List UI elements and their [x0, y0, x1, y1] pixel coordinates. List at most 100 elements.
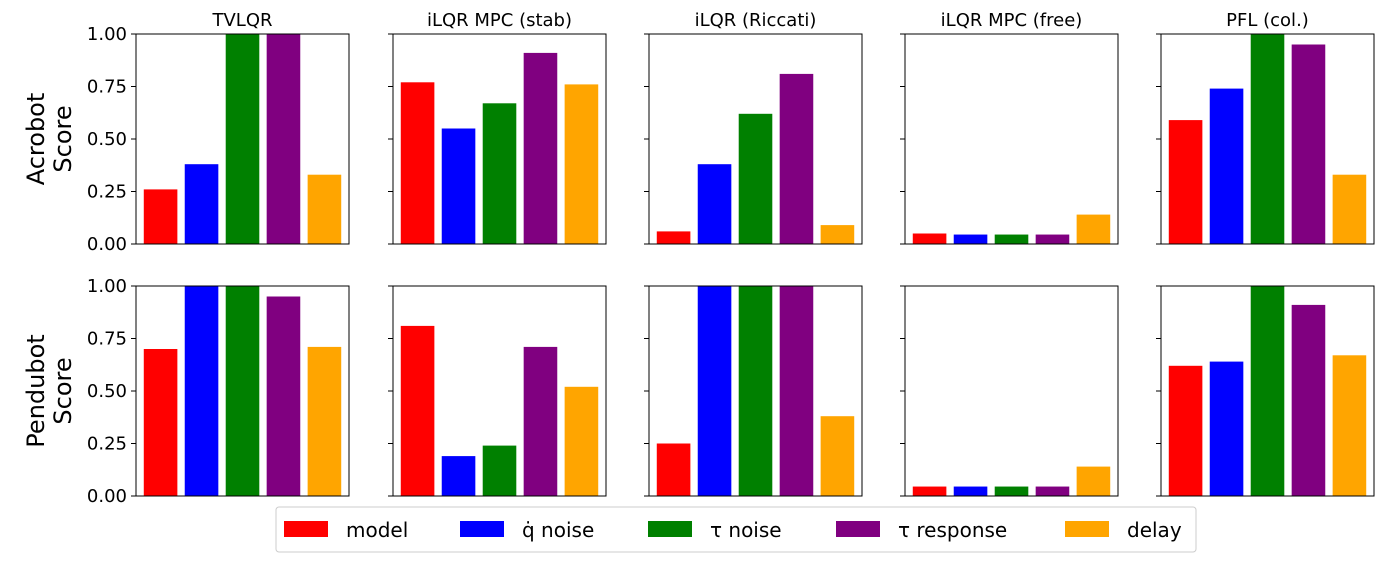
- bar-qdot: [1209, 88, 1244, 244]
- bar-tau_resp: [1035, 234, 1070, 244]
- bar-qdot: [1209, 361, 1244, 496]
- bar-model: [912, 233, 947, 244]
- legend-entry-qdot: q̇ noise: [460, 518, 594, 542]
- y-tick-label: 1.00: [87, 24, 127, 45]
- panel-0-0: 0.00 0.25 0.50 0.75 1.00 TVLQR: [87, 10, 350, 255]
- bar-tau_noise: [482, 103, 517, 244]
- legend-label: model: [346, 518, 408, 542]
- bar-tau_noise: [1250, 34, 1285, 244]
- legend-swatch: [836, 521, 880, 537]
- bar-qdot: [697, 164, 732, 244]
- bar-delay: [1076, 214, 1111, 244]
- legend-label: τ noise: [710, 518, 782, 542]
- panel-title: iLQR MPC (stab): [427, 10, 572, 31]
- bar-tau_noise: [225, 286, 260, 496]
- bar-model: [1168, 120, 1203, 244]
- row-label-line1: Pendubot: [22, 334, 50, 447]
- panel-0-3: iLQR MPC (free): [900, 10, 1119, 245]
- bar-tau_resp: [1291, 304, 1326, 496]
- bar-model: [912, 486, 947, 496]
- row-label: Pendubot Score: [22, 334, 77, 447]
- bar-tau_noise: [482, 445, 517, 496]
- bar-model: [400, 82, 435, 244]
- bar-delay: [1076, 466, 1111, 496]
- legend-entry-delay: delay: [1065, 518, 1182, 542]
- y-tick-label: 0.50: [87, 129, 127, 150]
- bar-model: [143, 349, 178, 496]
- legend: model q̇ noise τ noise τ response delay: [275, 506, 1197, 553]
- bar-model: [1168, 365, 1203, 496]
- bar-tau_noise: [225, 34, 260, 244]
- y-tick-label: 0.25: [87, 182, 127, 203]
- bar-model: [656, 231, 691, 244]
- bar-tau_resp: [523, 346, 558, 496]
- bar-tau_resp: [1035, 486, 1070, 496]
- bar-tau_resp: [266, 296, 301, 496]
- row-label: Acrobot Score: [22, 93, 77, 186]
- row-label-line2: Score: [49, 105, 77, 172]
- legend-entry-model: model: [284, 518, 408, 542]
- y-tick-label: 1.00: [87, 276, 127, 297]
- row-label-line2: Score: [49, 357, 77, 424]
- bar-model: [656, 443, 691, 496]
- bar-model: [143, 189, 178, 244]
- legend-entry-tau_resp: τ response: [836, 518, 1007, 542]
- y-tick-label: 0.25: [87, 434, 127, 455]
- bar-delay: [820, 225, 855, 244]
- bar-qdot: [441, 128, 476, 244]
- panel-1-0: 0.00 0.25 0.50 0.75 1.00: [87, 276, 350, 507]
- bar-tau_noise: [994, 234, 1029, 244]
- legend-swatch: [1065, 521, 1109, 537]
- panel-1-1: [388, 285, 607, 497]
- bar-qdot: [697, 286, 732, 496]
- bar-tau_noise: [738, 286, 773, 496]
- legend-swatch: [460, 521, 504, 537]
- panel-0-1: iLQR MPC (stab): [388, 10, 607, 245]
- panel-title: iLQR MPC (free): [941, 10, 1083, 31]
- legend-swatch: [284, 521, 328, 537]
- bar-tau_resp: [266, 34, 301, 244]
- bar-delay: [564, 386, 599, 496]
- bar-tau_resp: [779, 73, 814, 245]
- bar-tau_resp: [1291, 44, 1326, 244]
- legend-swatch: [648, 521, 692, 537]
- panel-0-2: iLQR (Riccati): [644, 10, 863, 245]
- bar-qdot: [953, 486, 988, 496]
- panel-frame: [904, 285, 1119, 497]
- bar-tau_noise: [738, 113, 773, 244]
- y-tick-label: 0.75: [87, 329, 127, 350]
- bar-tau_resp: [779, 286, 814, 496]
- bar-qdot: [441, 456, 476, 496]
- bar-delay: [564, 84, 599, 245]
- y-tick-label: 0.50: [87, 381, 127, 402]
- legend-label: q̇ noise: [522, 518, 594, 542]
- bar-delay: [1332, 355, 1367, 496]
- panel-1-3: [900, 285, 1119, 497]
- legend-frame: [275, 506, 1197, 553]
- row-label-line1: Acrobot: [22, 93, 50, 186]
- panel-1-2: [644, 285, 863, 497]
- bar-qdot: [953, 234, 988, 244]
- panel-title: iLQR (Riccati): [695, 10, 817, 31]
- bar-tau_resp: [523, 52, 558, 245]
- panel-title: PFL (col.): [1226, 10, 1309, 31]
- bar-model: [400, 325, 435, 496]
- y-tick-label: 0.00: [87, 486, 127, 507]
- bar-qdot: [184, 286, 219, 496]
- panel-title: TVLQR: [211, 10, 272, 31]
- y-tick-label: 0.75: [87, 77, 127, 98]
- panel-frame: [904, 33, 1119, 245]
- bar-delay: [307, 174, 342, 244]
- bar-delay: [820, 416, 855, 496]
- bar-tau_noise: [1250, 286, 1285, 496]
- y-tick-label: 0.00: [87, 234, 127, 255]
- bar-tau_noise: [994, 486, 1029, 496]
- bar-delay: [1332, 174, 1367, 244]
- legend-entry-tau_noise: τ noise: [648, 518, 782, 542]
- panel-1-4: [1156, 285, 1375, 497]
- panel-0-4: PFL (col.): [1156, 10, 1375, 245]
- bar-qdot: [184, 164, 219, 244]
- legend-label: τ response: [898, 518, 1007, 542]
- legend-label: delay: [1127, 518, 1182, 542]
